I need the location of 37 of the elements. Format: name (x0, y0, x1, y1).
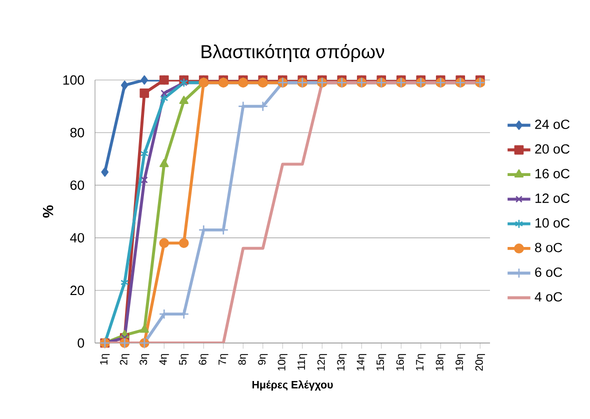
y-tick-label: 60 (70, 180, 84, 190)
legend-label: 10 oC (536, 218, 570, 228)
legend-label: 12 oC (536, 194, 570, 203)
x-tick-label: 12η (317, 354, 327, 370)
chart-title: Βλαστικότητα σπόρων (202, 44, 384, 62)
legend-label: 4 oC (534, 292, 562, 302)
x-tick-label: 7η (218, 354, 228, 365)
x-tick-label: 1η (100, 354, 110, 364)
legend-label: 24 oC (535, 120, 570, 130)
y-axis-title: % (42, 205, 54, 218)
x-tick-label: 3η (140, 354, 150, 365)
y-tick-label: 100 (63, 75, 84, 85)
x-tick-label: 20η (475, 354, 485, 371)
x-tick-label: 10η (278, 354, 288, 370)
legend-label: 8 oC (535, 242, 562, 252)
x-axis-title: Ημέρες Ελέγχου (252, 380, 333, 391)
y-tick-label: 0 (78, 338, 84, 348)
legend-label: 20 oC (535, 144, 570, 154)
x-tick-label: 6η (198, 354, 208, 365)
x-tick-label: 8η (238, 354, 248, 365)
x-tick-label: 18η (436, 354, 446, 370)
x-tick-label: 4η (159, 354, 169, 366)
legend-label: 16 oC (536, 168, 570, 178)
x-tick-label: 17η (416, 354, 426, 370)
x-tick-label: 14η (356, 354, 366, 370)
x-tick-label: 19η (456, 354, 466, 370)
x-tick-label: 13η (337, 354, 347, 370)
x-tick-label: 5η (179, 354, 189, 365)
y-tick-label: 80 (70, 128, 84, 138)
x-tick-label: 2η (120, 354, 130, 365)
x-tick-label: 15η (376, 354, 386, 370)
y-tick-label: 20 (70, 286, 84, 296)
x-tick-label: 11η (298, 354, 308, 370)
x-tick-label: 16η (396, 354, 406, 370)
legend-label: 6 oC (535, 267, 562, 277)
y-tick-label: 40 (70, 233, 84, 243)
x-tick-label: 9η (258, 354, 268, 365)
